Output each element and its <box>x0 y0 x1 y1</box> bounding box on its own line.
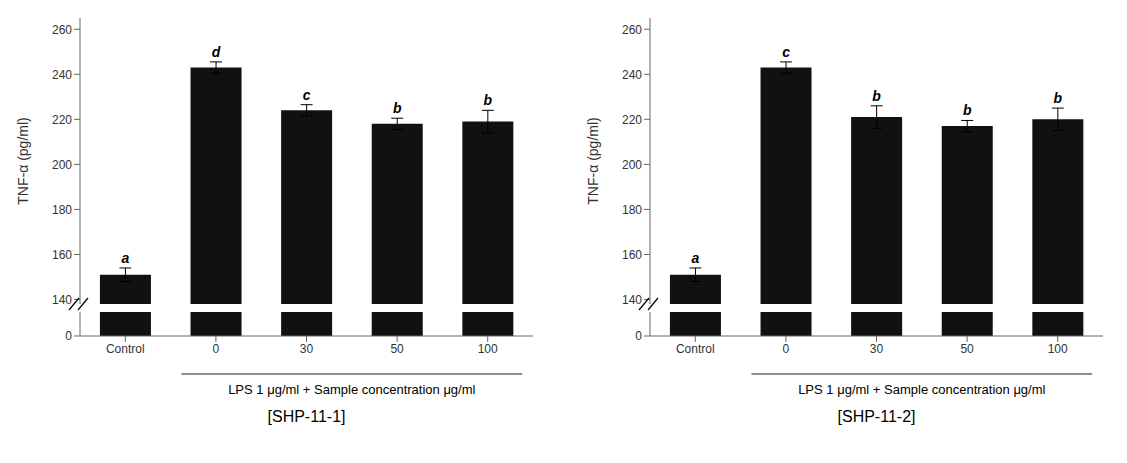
svg-text:b: b <box>484 92 493 108</box>
svg-text:240: 240 <box>52 68 72 82</box>
svg-text:b: b <box>1054 90 1063 106</box>
svg-text:140: 140 <box>622 293 642 307</box>
svg-text:Control: Control <box>676 342 715 356</box>
svg-text:a: a <box>122 250 130 266</box>
svg-text:30: 30 <box>870 342 884 356</box>
svg-text:c: c <box>303 87 311 103</box>
svg-text:100: 100 <box>478 342 498 356</box>
svg-text:220: 220 <box>52 113 72 127</box>
svg-text:30: 30 <box>300 342 314 356</box>
svg-text:0: 0 <box>635 329 642 343</box>
svg-text:260: 260 <box>52 23 72 37</box>
svg-text:180: 180 <box>622 203 642 217</box>
svg-text:b: b <box>393 100 402 116</box>
svg-text:0: 0 <box>783 342 790 356</box>
svg-text:160: 160 <box>622 248 642 262</box>
svg-text:200: 200 <box>622 158 642 172</box>
svg-text:d: d <box>212 44 221 60</box>
svg-text:b: b <box>872 88 881 104</box>
svg-text:50: 50 <box>390 342 404 356</box>
svg-text:180: 180 <box>52 203 72 217</box>
svg-text:a: a <box>692 250 700 266</box>
svg-text:c: c <box>782 44 790 60</box>
svg-text:TNF-α (pg/ml): TNF-α (pg/ml) <box>585 117 601 204</box>
svg-text:140: 140 <box>52 293 72 307</box>
svg-text:LPS 1 μg/ml + Sample concentra: LPS 1 μg/ml + Sample concentration μg/ml <box>228 382 475 397</box>
svg-text:240: 240 <box>622 68 642 82</box>
svg-text:260: 260 <box>622 23 642 37</box>
svg-text:220: 220 <box>622 113 642 127</box>
svg-text:50: 50 <box>960 342 974 356</box>
svg-text:0: 0 <box>65 329 72 343</box>
svg-text:160: 160 <box>52 248 72 262</box>
svg-text:LPS 1 μg/ml + Sample concentra: LPS 1 μg/ml + Sample concentration μg/ml <box>798 382 1045 397</box>
svg-text:b: b <box>963 102 972 118</box>
svg-text:[SHP-11-1]: [SHP-11-1] <box>268 408 346 425</box>
svg-text:0: 0 <box>213 342 220 356</box>
svg-text:Control: Control <box>106 342 145 356</box>
svg-text:[SHP-11-2]: [SHP-11-2] <box>838 408 916 425</box>
svg-text:200: 200 <box>52 158 72 172</box>
svg-text:100: 100 <box>1048 342 1068 356</box>
svg-text:TNF-α (pg/ml): TNF-α (pg/ml) <box>15 117 31 204</box>
